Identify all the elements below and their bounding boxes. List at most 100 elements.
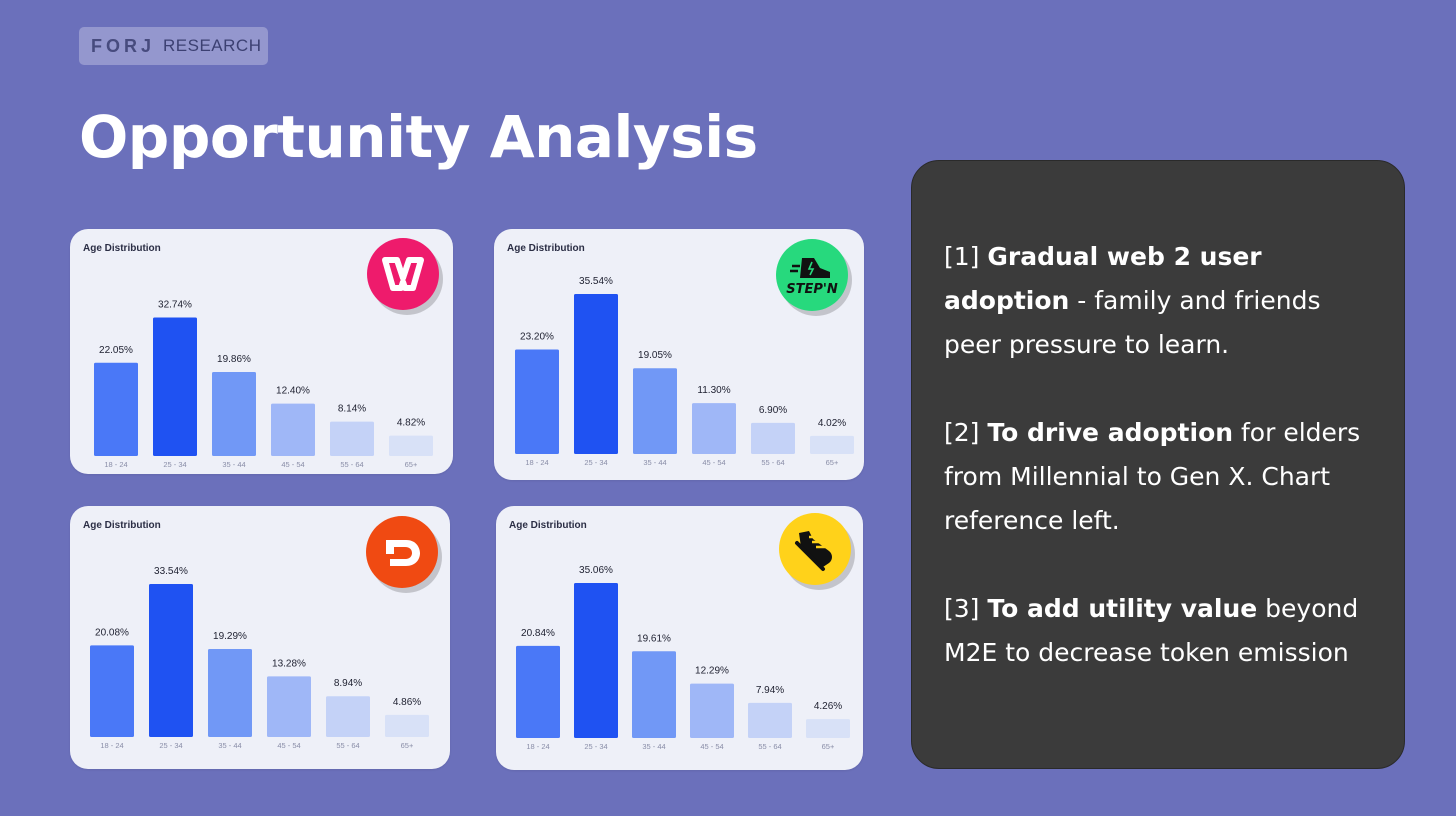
category-tick-label: 25 - 34 (159, 741, 182, 750)
bar-35-44 (633, 368, 677, 454)
bar-55-64 (748, 702, 792, 738)
bar-value-label: 19.61% (637, 633, 671, 644)
category-tick-label: 18 - 24 (525, 458, 548, 467)
bar-25-34 (574, 583, 618, 738)
category-tick-label: 18 - 24 (100, 741, 123, 750)
bar-value-label: 12.29% (695, 666, 729, 677)
category-tick-label: 55 - 64 (761, 458, 784, 467)
bar-35-44 (632, 651, 676, 738)
insight-body: beyond M2E to decrease token emission (944, 594, 1359, 667)
d-logo-icon (366, 516, 438, 588)
bar-45-54 (267, 676, 311, 737)
insight-body: - family and friends peer pressure to le… (944, 286, 1321, 359)
bar-25-34 (153, 317, 197, 456)
category-tick-label: 35 - 44 (218, 741, 241, 750)
bar-35-44 (212, 372, 256, 456)
insight-prefix: [3] (944, 594, 988, 623)
insight-2: [2] To drive adoption for elders from Mi… (944, 411, 1372, 543)
category-tick-label: 65+ (405, 460, 418, 469)
bar-value-label: 19.29% (213, 631, 247, 642)
category-tick-label: 65+ (822, 742, 835, 751)
forj-logo: FORJ (91, 35, 156, 56)
bar-18-24 (515, 349, 559, 454)
category-tick-label: 18 - 24 (104, 460, 127, 469)
bar-value-label: 6.90% (759, 405, 787, 416)
bar-value-label: 32.74% (158, 300, 192, 311)
bar-45-54 (271, 403, 315, 456)
insight-prefix: [2] (944, 418, 988, 447)
category-tick-label: 35 - 44 (643, 458, 666, 467)
category-tick-label: 55 - 64 (336, 741, 359, 750)
category-tick-label: 45 - 54 (277, 741, 300, 750)
bar-value-label: 35.06% (579, 565, 613, 576)
bar-value-label: 33.54% (154, 566, 188, 577)
category-tick-label: 55 - 64 (340, 460, 363, 469)
brand-badge: FORJ RESEARCH (79, 27, 268, 65)
chart-title: Age Distribution (83, 520, 161, 531)
bar-value-label: 4.82% (397, 418, 425, 429)
category-tick-label: 55 - 64 (758, 742, 781, 751)
bar-value-label: 7.94% (756, 685, 784, 696)
bar-value-label: 35.54% (579, 276, 613, 287)
category-tick-label: 45 - 54 (281, 460, 304, 469)
bar-value-label: 11.30% (697, 385, 730, 396)
chart-title: Age Distribution (509, 520, 587, 531)
bar-value-label: 8.94% (334, 678, 362, 689)
brand-label: RESEARCH (163, 36, 262, 55)
bar-value-label: 4.86% (393, 697, 421, 708)
stepn-logo-icon: STEP'N (776, 239, 848, 311)
bar-18-24 (516, 645, 560, 738)
bar-45-54 (690, 683, 734, 738)
bar-value-label: 13.28% (272, 658, 306, 669)
bar-value-label: 20.08% (95, 627, 129, 638)
age-distribution-chart-3: 20.08% 18 - 24 33.54% 25 - 34 19.29% 35 - 44 1… (90, 566, 429, 750)
bar-65plus (806, 719, 850, 738)
insights-panel: [1] Gradual web 2 user adoption - family… (911, 160, 1405, 769)
bar-65plus (389, 435, 433, 456)
category-tick-label: 35 - 44 (642, 742, 665, 751)
insight-1: [1] Gradual web 2 user adoption - family… (944, 235, 1372, 367)
bar-value-label: 4.02% (818, 418, 846, 429)
category-tick-label: 35 - 44 (222, 460, 245, 469)
category-tick-label: 65+ (826, 458, 839, 467)
age-distribution-chart-2: 23.20% 18 - 24 35.54% 25 - 34 19.05% 35 - 44 1… (515, 276, 854, 467)
bar-value-label: 19.05% (638, 350, 672, 361)
category-tick-label: 45 - 54 (702, 458, 725, 467)
category-tick-label: 25 - 34 (584, 458, 607, 467)
chart-title: Age Distribution (507, 243, 585, 254)
bar-55-64 (751, 422, 795, 454)
insight-heading: To add utility value (987, 594, 1258, 623)
bar-value-label: 4.26% (814, 701, 842, 712)
age-distribution-chart-4: 20.84% 18 - 24 35.06% 25 - 34 19.61% 35 - 44 1… (516, 565, 850, 751)
wombat-logo-icon (367, 238, 439, 310)
bar-25-34 (149, 584, 193, 737)
bar-35-44 (208, 649, 252, 737)
category-tick-label: 18 - 24 (526, 742, 549, 751)
bar-value-label: 19.86% (217, 354, 251, 365)
page-title: Opportunity Analysis (79, 103, 758, 171)
insight-heading: Gradual web 2 user adoption (944, 242, 1262, 315)
category-tick-label: 65+ (401, 741, 414, 750)
bar-18-24 (94, 362, 138, 456)
bar-18-24 (90, 645, 134, 737)
insight-3: [3] To add utility value beyond M2E to d… (944, 587, 1372, 675)
chart-title: Age Distribution (83, 243, 161, 254)
bar-55-64 (330, 421, 374, 456)
insight-heading: To drive adoption (987, 418, 1234, 447)
sneaker-logo-icon (779, 513, 851, 585)
bar-value-label: 20.84% (521, 628, 555, 639)
bar-value-label: 23.20% (520, 332, 554, 343)
bar-25-34 (574, 294, 618, 454)
age-distribution-chart-1: 22.05% 18 - 24 32.74% 25 - 34 19.86% 35 - 44 1… (94, 300, 433, 469)
bar-45-54 (692, 403, 736, 454)
category-tick-label: 45 - 54 (700, 742, 723, 751)
bar-value-label: 22.05% (99, 345, 133, 356)
category-tick-label: 25 - 34 (584, 742, 607, 751)
bar-65plus (385, 714, 429, 737)
stepn-logo-text: STEP'N (786, 281, 838, 297)
bar-65plus (810, 435, 854, 454)
bar-55-64 (326, 696, 370, 737)
insight-body: for elders from Millennial to Gen X. Cha… (944, 418, 1361, 535)
bar-value-label: 12.40% (276, 386, 310, 397)
insight-prefix: [1] (944, 242, 988, 271)
